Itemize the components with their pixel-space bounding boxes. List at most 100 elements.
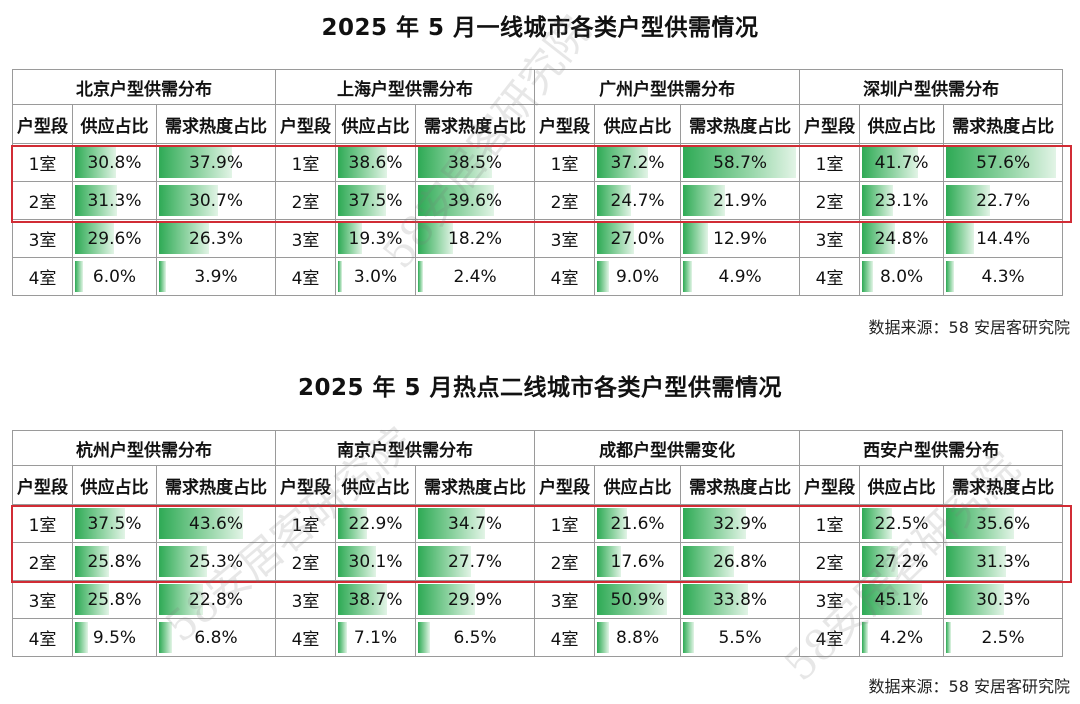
segment-cell: 1室 (275, 143, 337, 182)
supply-value: 7.1% (353, 627, 398, 648)
table-row: 4室 6.0% 3.9% 4室 3.0% 2.4% 4室 9.0% 4.9% 4室 8.0% 4.3% (12, 257, 1064, 296)
demand-bar (418, 546, 472, 577)
supply-col-header: 供应占比 (72, 104, 157, 144)
demand-value: 5.5% (718, 627, 762, 648)
supply-cell: 22.9% (335, 504, 417, 543)
demand-cell: 27.7% (415, 542, 536, 581)
segment-cell: 1室 (12, 143, 73, 182)
demand-cell: 18.2% (415, 219, 536, 258)
supply-bar (597, 223, 635, 254)
city-header: 杭州户型供需分布 (11, 430, 277, 466)
section-title: 2025 年 5 月热点二线城市各类户型供需情况 (297, 375, 783, 401)
demand-bar (159, 261, 166, 292)
supply-bar (338, 546, 377, 577)
table-row: 3室 29.6% 26.3% 3室 19.3% 18.2% 3室 27.0% 12.9% 3室 24… (12, 219, 1064, 258)
demand-value: 39.6% (448, 190, 503, 211)
supply-value: 9.0% (615, 266, 660, 287)
demand-bar (159, 546, 207, 577)
supply-cell: 27.2% (859, 542, 945, 581)
demand-bar (418, 508, 486, 539)
supply-col-header: 供应占比 (594, 104, 682, 144)
supply-value: 30.1% (348, 551, 403, 572)
supply-col-header: 供应占比 (859, 465, 945, 505)
demand-cell: 31.3% (943, 542, 1064, 581)
segment-cell: 2室 (534, 181, 596, 220)
supply-bar (338, 147, 388, 178)
supply-cell: 38.6% (335, 143, 417, 182)
data-source: 数据来源：58 安居客研究院 (868, 677, 1070, 696)
segment-cell: 4室 (275, 618, 337, 657)
demand-bar (946, 622, 952, 653)
supply-cell: 30.8% (72, 143, 157, 182)
supply-value: 8.8% (615, 627, 660, 648)
segment-col-header: 户型段 (12, 104, 73, 144)
segment-cell: 2室 (12, 181, 73, 220)
supply-bar (338, 185, 387, 216)
demand-bar (946, 223, 975, 254)
supply-bar (862, 584, 923, 615)
supply-bar (75, 223, 114, 254)
demand-bar (946, 584, 1005, 615)
supply-bar (75, 147, 116, 178)
demand-col-header: 需求热度占比 (680, 104, 801, 144)
demand-bar (683, 622, 695, 653)
demand-bar (946, 185, 991, 216)
supply-value: 45.1% (874, 589, 929, 610)
demand-col-header: 需求热度占比 (415, 465, 536, 505)
demand-cell: 34.7% (415, 504, 536, 543)
demand-cell: 37.9% (155, 143, 277, 182)
supply-value: 22.5% (874, 513, 929, 534)
demand-value: 6.8% (194, 627, 238, 648)
demand-bar (159, 223, 209, 254)
supply-value: 37.2% (610, 152, 665, 173)
demand-value: 27.7% (448, 551, 503, 572)
demand-value: 26.8% (713, 551, 768, 572)
demand-value: 22.8% (189, 589, 244, 610)
demand-value: 4.9% (718, 266, 762, 287)
supply-bar (597, 546, 622, 577)
demand-bar (418, 147, 493, 178)
supply-col-header: 供应占比 (335, 465, 417, 505)
supply-bar (862, 185, 894, 216)
supply-value: 21.6% (610, 513, 665, 534)
supply-bar (338, 584, 388, 615)
supply-bar (338, 508, 368, 539)
supply-value: 25.8% (87, 589, 142, 610)
segment-cell: 1室 (12, 504, 73, 543)
demand-bar (683, 147, 797, 178)
supply-bar (597, 508, 628, 539)
supply-bar (75, 622, 88, 653)
demand-cell: 12.9% (680, 219, 801, 258)
demand-value: 18.2% (448, 228, 503, 249)
demand-cell: 6.5% (415, 618, 536, 657)
supply-cell: 50.9% (594, 580, 682, 619)
demand-col-header: 需求热度占比 (943, 465, 1064, 505)
demand-value: 30.7% (189, 190, 244, 211)
demand-value: 30.3% (976, 589, 1031, 610)
supply-bar (597, 622, 610, 653)
supply-cell: 45.1% (859, 580, 945, 619)
city-header: 成都户型供需变化 (534, 430, 801, 466)
demand-cell: 38.5% (415, 143, 536, 182)
supply-cell: 23.1% (859, 181, 945, 220)
table-row: 4室 9.5% 6.8% 4室 7.1% 6.5% 4室 8.8% 5.5% 4室 4.2% 2.5% (12, 618, 1064, 657)
supply-cell: 41.7% (859, 143, 945, 182)
demand-value: 37.9% (189, 152, 244, 173)
demand-bar (683, 546, 735, 577)
city-header: 北京户型供需分布 (11, 69, 277, 105)
supply-col-header: 供应占比 (859, 104, 945, 144)
supply-cell: 17.6% (594, 542, 682, 581)
demand-bar (418, 261, 424, 292)
supply-value: 6.0% (92, 266, 137, 287)
demand-value: 6.5% (453, 627, 497, 648)
demand-cell: 33.8% (680, 580, 801, 619)
segment-cell: 3室 (799, 580, 861, 619)
demand-value: 31.3% (976, 551, 1031, 572)
table-row: 2室 25.8% 25.3% 2室 30.1% 27.7% 2室 17.6% 26.8% 2室 27… (12, 542, 1064, 581)
supply-value: 38.6% (348, 152, 403, 173)
demand-bar (159, 622, 172, 653)
table-row: 1室 37.5% 43.6% 1室 22.9% 34.7% 1室 21.6% 32.9% 1室 22… (12, 504, 1064, 543)
demand-bar (946, 147, 1057, 178)
supply-cell: 9.5% (72, 618, 157, 657)
demand-value: 34.7% (448, 513, 503, 534)
